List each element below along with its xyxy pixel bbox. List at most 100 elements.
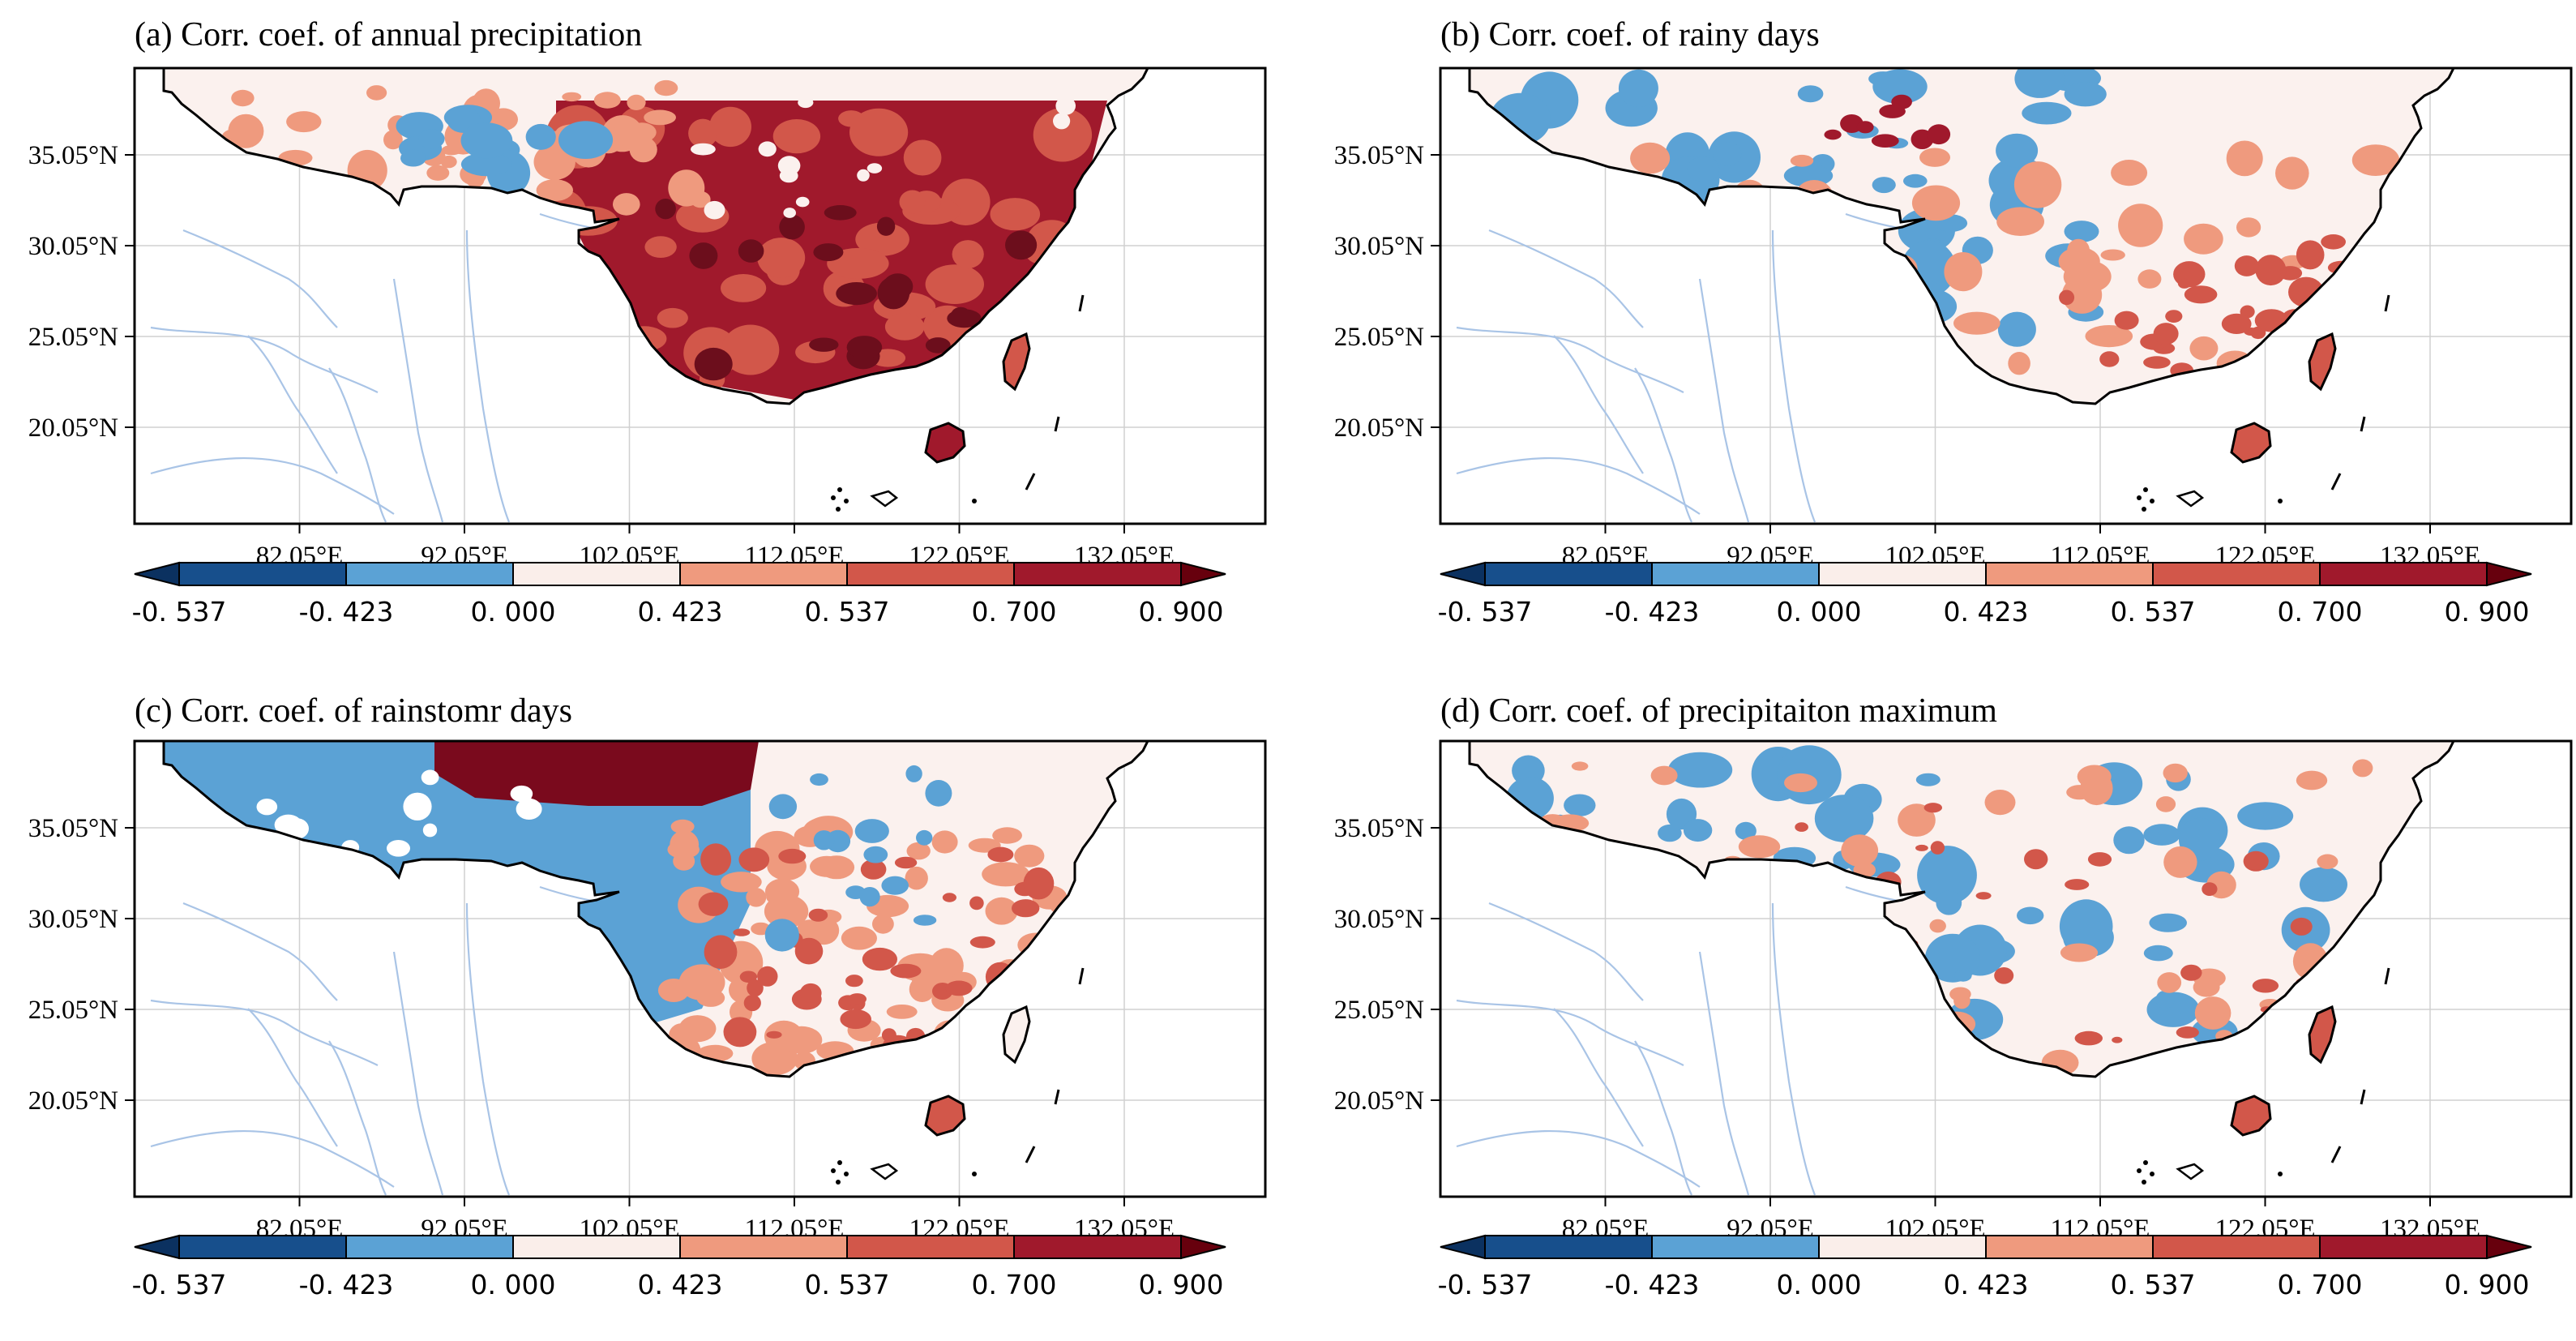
value-patch: [985, 897, 1018, 925]
value-patch: [2143, 356, 2171, 369]
value-patch: [925, 264, 984, 304]
coastline: [162, 741, 1149, 1078]
value-patch: [2165, 310, 2183, 323]
small-island: [831, 495, 836, 500]
value-patch: [231, 89, 255, 107]
map-area: [1439, 66, 2573, 525]
value-patch: [644, 236, 677, 258]
boundary-dash: [1025, 473, 1036, 491]
colorbar-label: -0. 537: [132, 596, 227, 628]
value-patch: [1903, 174, 1928, 188]
value-patch: [854, 819, 889, 843]
colorbar-label: 0. 000: [471, 596, 556, 628]
river-line: [1698, 951, 1750, 1196]
value-patch: [809, 337, 839, 352]
value-patch: [778, 848, 807, 864]
value-patch: [1683, 819, 1713, 842]
colorbar-segment: [2152, 562, 2321, 586]
colorbar-label: -0. 537: [1438, 1269, 1533, 1300]
colorbar-segment: [1484, 562, 1653, 586]
value-patch: [1917, 846, 1977, 905]
value-patch: [743, 994, 761, 1012]
value-patch: [1735, 821, 1757, 840]
y-tick-label: 25.05°N: [28, 323, 118, 352]
boundary-dash: [1025, 1146, 1036, 1163]
colorbar-label: 0. 000: [1777, 1269, 1862, 1300]
value-patch: [969, 936, 995, 949]
colorbar-segment: [178, 1235, 347, 1259]
value-patch: [657, 307, 688, 328]
value-patch: [848, 993, 867, 1005]
value-patch: [712, 74, 723, 79]
value-patch: [876, 216, 896, 236]
correlation-field: [164, 68, 1148, 404]
value-patch: [593, 92, 621, 109]
map-area: [133, 739, 1267, 1198]
value-patch: [746, 888, 767, 907]
value-patch: [757, 966, 778, 987]
value-patch: [700, 843, 732, 876]
value-patch: [1012, 899, 1040, 918]
colorbar-segment: [512, 1235, 681, 1259]
boundary-dash: [1078, 294, 1085, 312]
river-line: [182, 902, 338, 1001]
value-patch: [2163, 763, 2188, 783]
value-patch: [1841, 834, 1879, 868]
small-island: [2176, 490, 2205, 508]
value-patch: [1668, 752, 1733, 788]
value-patch: [2059, 289, 2075, 306]
strong-positive-region: [434, 741, 759, 806]
value-patch: [1915, 773, 1941, 786]
value-patch: [2087, 852, 2112, 867]
value-patch: [884, 313, 925, 341]
colorbar-label: 0. 537: [805, 1269, 890, 1300]
value-patch: [841, 926, 877, 950]
value-patch: [689, 242, 718, 269]
value-patch: [1898, 803, 1936, 837]
value-patch: [2149, 913, 2187, 932]
value-patch: [704, 200, 725, 220]
value-patch: [1687, 156, 1720, 182]
value-patch: [931, 830, 958, 854]
value-patch: [285, 818, 309, 839]
value-patch: [855, 222, 909, 256]
value-patch: [2290, 917, 2313, 936]
value-patch: [764, 919, 799, 952]
colorbar-label: 0. 000: [471, 1269, 556, 1300]
value-patch: [1713, 142, 1742, 166]
river-line: [392, 951, 444, 1196]
value-patch: [678, 964, 725, 1000]
colorbar-under-arrow: [1440, 561, 1486, 587]
colorbar-label: -0. 423: [299, 1269, 394, 1300]
value-patch: [721, 274, 767, 302]
value-patch: [627, 94, 646, 110]
value-patch: [1738, 835, 1781, 859]
colorbar-over-arrow: [2486, 561, 2532, 587]
panel-title: (a) Corr. coef. of annual precipitation: [135, 16, 642, 54]
value-patch: [1005, 230, 1038, 260]
value-patch: [1936, 890, 1962, 915]
value-patch: [1618, 69, 1658, 108]
colorbar-under-arrow: [1440, 1234, 1486, 1260]
value-patch: [418, 129, 445, 149]
small-island: [2142, 1180, 2146, 1185]
river-line: [247, 1008, 338, 1147]
value-patch: [2143, 824, 2180, 846]
value-patch: [2061, 276, 2103, 314]
value-patch: [969, 896, 984, 910]
colorbar-label: 0. 700: [2278, 596, 2363, 628]
value-patch: [1949, 987, 1971, 1001]
value-patch: [733, 928, 751, 936]
small-island: [2278, 499, 2283, 503]
colorbar-under-arrow: [134, 561, 180, 587]
river-line: [1771, 229, 1816, 523]
y-tick-label: 35.05°N: [28, 814, 118, 843]
value-patch: [751, 1041, 798, 1076]
y-tick-label: 25.05°N: [1334, 323, 1424, 352]
value-patch: [772, 119, 821, 154]
value-patch: [2065, 879, 2090, 890]
colorbar-over-arrow: [1180, 1234, 1226, 1260]
value-patch: [2155, 796, 2176, 812]
value-patch: [2226, 140, 2263, 177]
value-patch: [1929, 919, 1946, 933]
